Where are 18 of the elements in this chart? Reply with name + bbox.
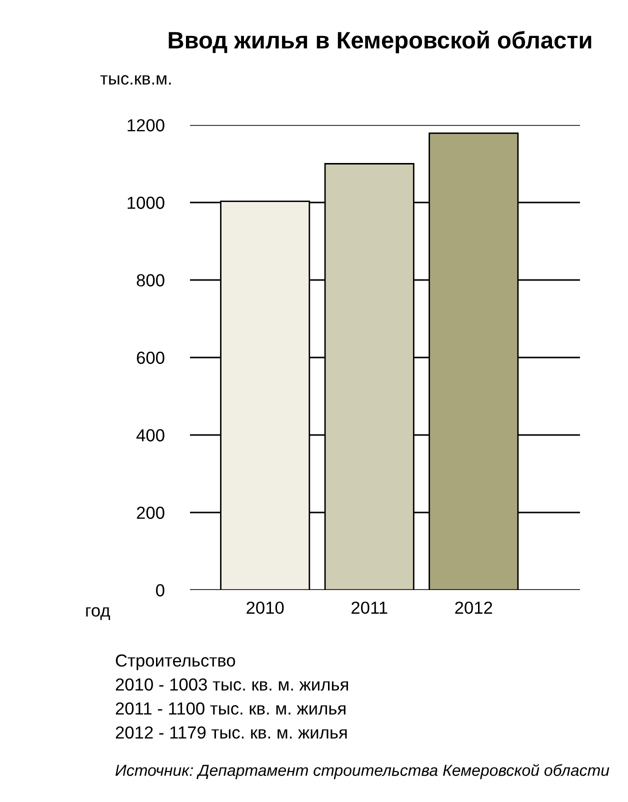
y-tick-label: 400 [136, 429, 164, 442]
y-tick-label: 0 [156, 584, 164, 596]
text: 2012 - 1179 тыс. кв. м. жилья [116, 726, 347, 739]
y-tick-label: 1200 [128, 119, 164, 132]
y-axis-title: тыс.кв.м. [100, 75, 171, 85]
x-axis-title: год [86, 607, 110, 620]
x-tick-label: 2010 [246, 602, 284, 614]
text: Источник: Департамент строительства Кемеровской области [115, 764, 610, 780]
text: 2010 - 1003 тыс. кв. м. жилья [116, 678, 348, 691]
x-tick-label: 2012 [455, 602, 492, 614]
y-tick-label: 1000 [128, 196, 164, 209]
x-tick-label: 2011 [352, 602, 388, 614]
y-tick-label: 800 [136, 274, 164, 286]
text: 2011 - 1100 тыс. кв. м. жилья [116, 702, 346, 715]
y-tick-label: 200 [136, 506, 164, 519]
text: Строительство [116, 654, 236, 670]
y-tick-label: 600 [136, 352, 164, 364]
chart-title: Ввод жилья в Кемеровской области [168, 30, 592, 54]
